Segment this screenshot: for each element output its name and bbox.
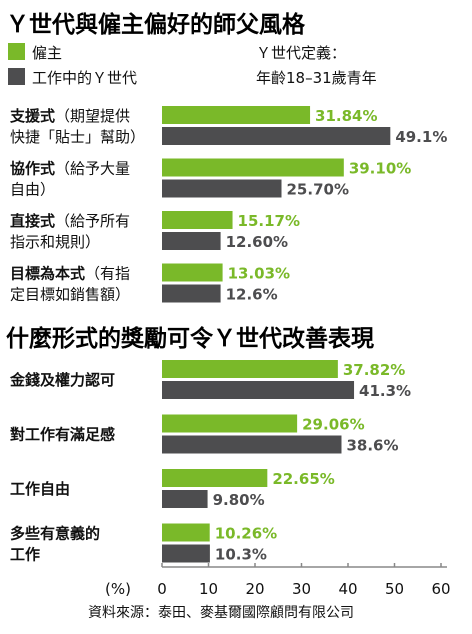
category-label-line2: 工作 (10, 546, 40, 564)
bar-employer (162, 263, 223, 282)
x-tick-label: 30 (292, 580, 311, 598)
value-label-employer: 13.03% (228, 265, 290, 283)
category-label: 工作自由 (10, 480, 70, 498)
category-label: 協作式（給予大量 (10, 160, 130, 178)
category-label: 目標為本式（有指 (10, 265, 130, 283)
bar-employer (162, 469, 268, 487)
value-label-gen-y: 49.1% (395, 128, 447, 146)
value-label-employer: 10.26% (215, 525, 277, 543)
bar-employer (162, 106, 311, 124)
bar-gen-y (162, 435, 342, 454)
category-label-main: 多些有意義的 (10, 525, 100, 543)
category-label: 多些有意義的 (10, 525, 100, 543)
value-label-employer: 15.17% (238, 212, 300, 230)
bar-employer (162, 360, 338, 378)
category-label-note: （給予所有 (55, 212, 130, 230)
category-label-main: 目標為本式 (10, 265, 85, 283)
value-label-employer: 31.84% (315, 107, 377, 125)
value-label-gen-y: 41.3% (359, 382, 411, 400)
x-tick-label: 60 (431, 580, 450, 598)
bar-gen-y (162, 179, 282, 198)
bar-gen-y (162, 490, 208, 508)
value-label-employer: 22.65% (272, 470, 334, 488)
x-axis-unit: (%) (105, 580, 131, 598)
x-tick-label: 0 (157, 580, 167, 598)
category-label-note: （給予大量 (55, 160, 130, 178)
value-label-employer: 39.10% (349, 160, 411, 178)
category-label-main: 支援式 (9, 107, 55, 125)
category-label-line2: 快捷「貼士」幫助） (10, 128, 145, 146)
category-label-main: 直接式 (10, 212, 55, 230)
bar-employer (162, 414, 298, 433)
bar-gen-y (162, 232, 221, 250)
value-label-gen-y: 38.6% (346, 437, 398, 455)
legend-label-employer: 僱主 (32, 44, 62, 62)
category-label-note: （有指 (85, 265, 130, 283)
category-label-line2: 定目標如銷售額） (10, 286, 130, 304)
category-label-note: （期望提供 (55, 107, 130, 125)
category-label-main: 對工作有滿足感 (10, 426, 115, 444)
category-label: 金錢及權力認可 (9, 371, 115, 389)
chart-title-reward: 什麼形式的獎勵可令Ｙ世代改善表現 (6, 325, 374, 352)
bar-gen-y (162, 127, 391, 145)
value-label-gen-y: 9.80% (213, 491, 265, 509)
gen-y-definition-label: Ｙ世代定義： (256, 44, 346, 62)
x-tick-label: 40 (338, 580, 357, 598)
bar-gen-y (162, 284, 221, 303)
bar-gen-y (162, 381, 355, 399)
x-tick-label: 10 (199, 580, 218, 598)
category-label: 支援式（期望提供 (9, 107, 130, 125)
category-label-main: 協作式 (10, 160, 55, 178)
value-label-gen-y: 12.6% (226, 286, 278, 304)
chart-title-mentor-style: Ｙ世代與僱主偏好的師父風格 (6, 11, 306, 38)
value-label-gen-y: 25.70% (287, 181, 349, 199)
bar-gen-y (162, 544, 210, 563)
x-tick-label: 20 (245, 580, 264, 598)
category-label: 直接式（給予所有 (10, 212, 130, 230)
bars-layer: 支援式（期望提供快捷「貼士」幫助）31.84%49.1%協作式（給予大量自由）3… (9, 106, 447, 564)
category-label-main: 工作自由 (10, 480, 70, 498)
legend-swatch-gen-y (8, 68, 25, 85)
x-axis: 0 10 20 30 40 50 60 (%) (105, 563, 451, 598)
category-label-main: 金錢及權力認可 (9, 371, 115, 389)
legend-label-gen-y: 工作中的Ｙ世代 (32, 69, 137, 87)
category-label: 對工作有滿足感 (10, 426, 115, 444)
x-tick-label: 50 (385, 580, 404, 598)
value-label-employer: 29.06% (302, 416, 364, 434)
bar-employer (162, 211, 233, 229)
value-label-gen-y: 10.3% (215, 546, 267, 564)
value-label-employer: 37.82% (343, 361, 405, 379)
gen-y-definition-value: 年齡18–31歲青年 (256, 69, 377, 87)
source-note: 資料來源：泰田、麥基爾國際顧問有限公司 (88, 604, 354, 621)
bar-employer (162, 523, 210, 542)
category-label-line2: 自由） (10, 181, 55, 199)
category-label-line2: 指示和規則） (10, 233, 100, 251)
legend-swatch-employer (8, 43, 25, 60)
bar-employer (162, 158, 344, 177)
value-label-gen-y: 12.60% (226, 233, 288, 251)
